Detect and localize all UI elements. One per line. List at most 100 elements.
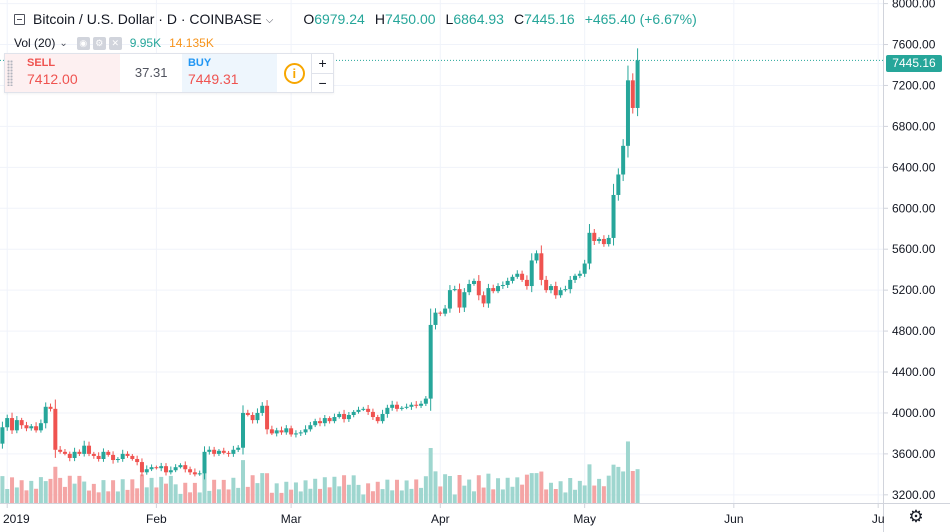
trade-panel: SELL 7412.00 37.31 BUY 7449.31 i + − <box>4 53 334 93</box>
candle-body <box>524 279 529 287</box>
sell-button[interactable]: SELL 7412.00 <box>5 54 121 92</box>
volume-bar <box>115 491 120 503</box>
volume-bar <box>351 475 356 503</box>
candle-body <box>91 453 96 456</box>
candle-body <box>130 455 135 459</box>
chevron-down-icon[interactable]: ⌄ <box>59 37 68 49</box>
volume-bar <box>568 478 573 503</box>
volume-bar <box>510 486 515 503</box>
volume-bar <box>601 486 606 503</box>
volume-bar <box>606 475 611 503</box>
candle-body <box>236 447 241 450</box>
symbol-legend: Bitcoin / U.S. Dollar · D · COINBASE ⌵ O… <box>14 10 707 28</box>
candle-body <box>534 253 539 261</box>
volume-bar <box>322 477 327 503</box>
volume-bar <box>447 476 452 503</box>
time-tick-label: Feb <box>146 512 167 526</box>
candle-body <box>164 466 169 473</box>
close-icon[interactable]: ✕ <box>108 36 122 50</box>
price-tick-label: 6400.00 <box>892 160 936 174</box>
volume-bar <box>346 484 351 503</box>
candle-body <box>510 276 515 281</box>
candle-body <box>197 473 202 475</box>
symbol-title[interactable]: Bitcoin / U.S. Dollar · D · COINBASE <box>33 11 262 27</box>
volume-bar <box>452 494 457 503</box>
volume-bar <box>366 483 371 503</box>
buy-button[interactable]: BUY 7449.31 <box>181 54 278 92</box>
low-value: 6864.93 <box>453 11 504 27</box>
volume-bar <box>476 475 481 503</box>
gear-icon[interactable]: ⚙ <box>908 507 924 526</box>
volume-bar <box>370 491 375 503</box>
volume-bar <box>164 483 169 503</box>
volume-bar <box>520 484 525 503</box>
candle-body <box>207 449 212 452</box>
candle-body <box>24 425 29 429</box>
volume-bar <box>390 490 395 503</box>
candle-body <box>241 412 246 448</box>
candle-body <box>183 465 188 470</box>
candle-body <box>356 409 361 412</box>
candle-body <box>231 449 236 454</box>
candle-body <box>390 404 395 408</box>
candle-body <box>563 289 568 291</box>
candle-body <box>62 451 67 454</box>
volume-bar <box>144 487 149 503</box>
volume-bar <box>582 485 587 503</box>
candle-body <box>53 408 58 450</box>
volume-bar <box>289 489 294 503</box>
candle-body <box>491 288 496 292</box>
candle-body <box>87 445 92 454</box>
candle-body <box>289 428 294 435</box>
candle-body <box>597 238 602 242</box>
candle-body <box>322 418 327 424</box>
drag-handle-icon[interactable] <box>7 60 13 86</box>
candle-body <box>520 273 525 280</box>
volume-bar <box>375 481 380 503</box>
minus-button[interactable]: − <box>318 75 327 91</box>
candle-body <box>82 445 87 454</box>
volume-bar <box>529 473 534 503</box>
volume-bar <box>491 489 496 503</box>
candle-body <box>539 253 544 280</box>
gear-icon[interactable]: ⚙ <box>92 36 106 50</box>
volume-bar <box>77 475 82 503</box>
volume-bar <box>111 480 116 503</box>
volume-bar <box>293 482 298 503</box>
eye-icon[interactable]: ◉ <box>76 36 90 50</box>
volume-bar <box>486 473 491 503</box>
candle-body <box>38 423 43 431</box>
volume-bar <box>265 473 270 503</box>
chevron-down-icon[interactable]: ⌵ <box>265 14 274 26</box>
volume-bar <box>260 473 265 503</box>
candle-body <box>67 453 72 458</box>
close-label: C <box>513 11 525 27</box>
volume-bar <box>462 485 467 503</box>
candle-body <box>342 413 347 420</box>
candle-body <box>58 449 63 452</box>
info-button[interactable]: i <box>277 54 311 92</box>
volume-label[interactable]: Vol (20) <box>14 36 56 50</box>
candle-body <box>34 426 39 431</box>
candle-body <box>168 470 173 473</box>
time-tick-label: Mar <box>281 512 302 526</box>
candle-body <box>423 398 428 404</box>
price-tick-label: 5600.00 <box>892 242 936 256</box>
sell-label: SELL <box>27 57 56 69</box>
volume-bar <box>524 474 529 503</box>
candle-body <box>582 263 587 274</box>
candle-body <box>366 408 371 412</box>
volume-bar <box>577 480 582 503</box>
collapse-icon[interactable] <box>14 13 25 25</box>
volume-bar <box>428 448 433 503</box>
volume-bar <box>62 486 67 503</box>
open-label: O <box>303 11 315 27</box>
volume-bar <box>592 485 597 503</box>
volume-bar <box>255 483 260 503</box>
volume-bar <box>573 489 578 503</box>
volume-bar <box>404 480 409 503</box>
volume-bar <box>317 488 322 503</box>
volume-bar <box>563 492 568 503</box>
plus-button[interactable]: + <box>312 54 334 74</box>
